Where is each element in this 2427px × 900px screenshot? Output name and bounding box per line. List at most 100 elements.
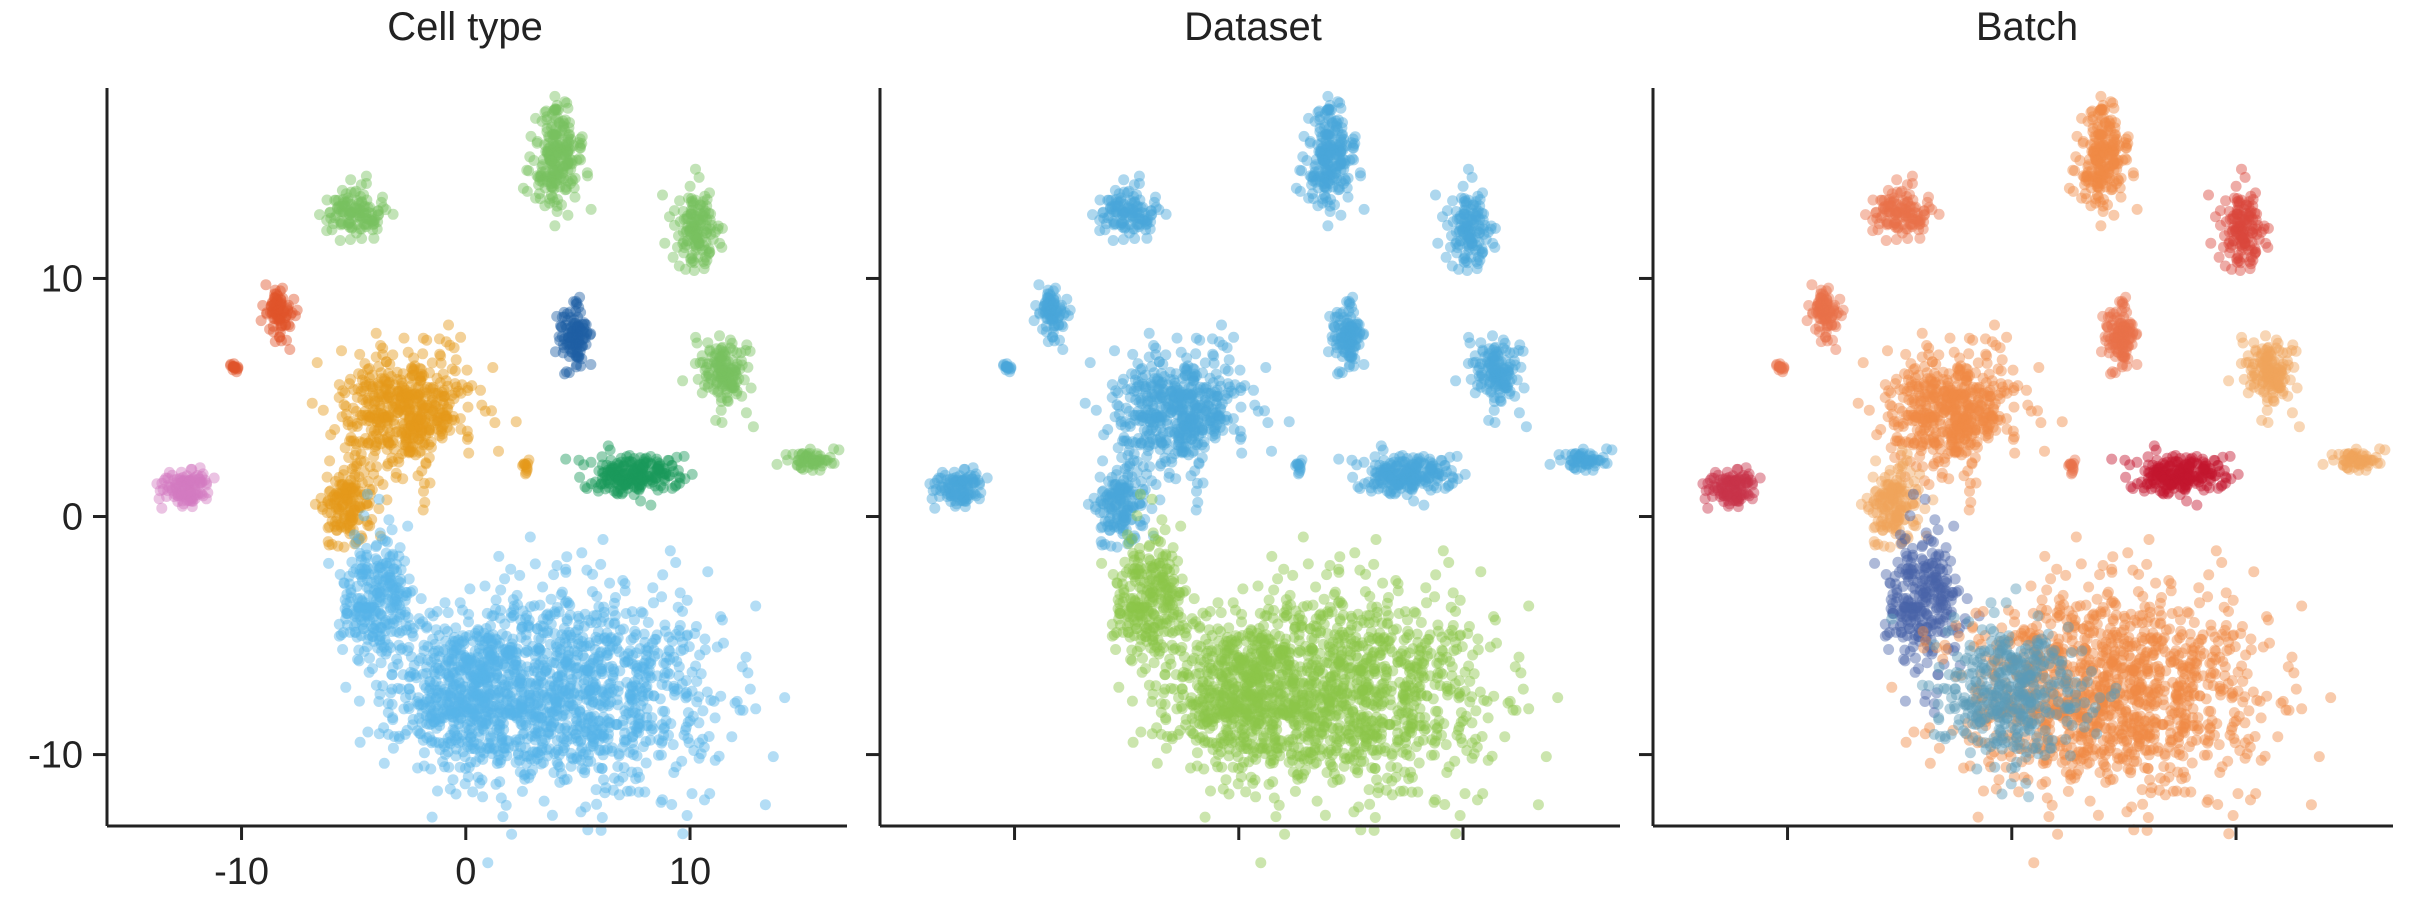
point-top-center <box>1294 185 1306 197</box>
point-top-left <box>329 194 341 206</box>
point-right-upper <box>685 229 697 241</box>
point-orange-top <box>373 361 385 373</box>
y-tick-label: 0 <box>62 497 83 539</box>
point-left-red <box>1028 315 1040 327</box>
point-blue-body <box>610 592 621 603</box>
point-top-center <box>565 178 576 190</box>
point-center-dark <box>1324 310 1336 322</box>
point-left-red <box>270 292 282 304</box>
point-top-left <box>354 223 366 235</box>
point-top-left <box>366 215 378 227</box>
point-left-red <box>1033 279 1045 291</box>
point-top-center <box>547 135 559 147</box>
point-right-mid <box>736 359 748 371</box>
point-top-left <box>337 206 349 218</box>
point-right-upper <box>709 226 721 238</box>
point-left-red <box>267 296 278 308</box>
point-top-left <box>375 196 387 208</box>
point-blue-belly <box>516 683 528 695</box>
point-right-upper <box>682 210 693 222</box>
point-blue-body <box>495 584 507 596</box>
point-center-dark <box>556 330 568 342</box>
point-left-red <box>283 319 295 331</box>
point-green-island <box>1347 471 1359 483</box>
point-top-center <box>581 167 593 179</box>
point-right-upper <box>693 240 705 252</box>
point-top-center <box>552 112 563 124</box>
point-top-center <box>544 141 556 153</box>
point-right-upper <box>695 217 707 229</box>
point-top-center <box>552 194 564 205</box>
point-blue-body <box>663 644 675 656</box>
point-left-red-dot <box>231 366 243 378</box>
point-top-left <box>1097 207 1109 219</box>
point-top-left <box>353 197 365 209</box>
point-left-red <box>267 326 279 338</box>
point-top-center <box>539 106 551 118</box>
point-top-left <box>355 179 367 191</box>
point-blue-neck <box>323 557 335 569</box>
point-blue-belly <box>482 653 494 665</box>
point-top-center <box>547 128 559 140</box>
point-right-upper <box>699 190 711 202</box>
point-blue-body <box>715 690 727 702</box>
point-right-mid <box>1520 421 1532 433</box>
point-blue-body <box>694 649 706 661</box>
point-right-upper <box>699 251 711 263</box>
point-blue-body <box>595 558 607 570</box>
point-top-center <box>541 111 553 123</box>
point-top-center <box>557 120 569 132</box>
point-top-left <box>342 195 354 207</box>
point-center-dark <box>570 324 582 336</box>
point-right-upper <box>689 257 701 269</box>
point-center-dark <box>571 321 583 333</box>
point-blue-body <box>597 534 609 545</box>
point-top-center <box>576 131 588 143</box>
point-right-upper <box>704 246 716 258</box>
point-top-center <box>551 149 563 161</box>
point-top-center <box>556 144 568 156</box>
point-center-dark <box>574 323 586 335</box>
point-top-center <box>575 142 586 154</box>
point-blue-belly <box>387 712 399 724</box>
point-top-center <box>556 125 568 136</box>
point-blue-belly <box>418 645 430 657</box>
point-right-upper <box>716 222 728 234</box>
point-center-dark <box>1353 339 1365 350</box>
point-top-center <box>573 137 584 149</box>
point-top-center <box>561 147 573 159</box>
point-blue-body <box>726 731 738 743</box>
point-top-center <box>563 122 575 134</box>
point-orange-top <box>449 378 461 390</box>
point-blue-neck <box>355 550 367 562</box>
point-top-left <box>368 232 380 244</box>
point-blue-body <box>666 799 678 810</box>
point-top-center <box>1329 199 1340 211</box>
point-far-right <box>808 454 820 466</box>
point-blue-body <box>711 641 723 653</box>
point-left-red <box>275 299 287 311</box>
point-top-center <box>574 139 586 151</box>
point-blue-body <box>560 566 572 578</box>
point-top-center <box>1318 155 1330 167</box>
point-left-red <box>272 295 283 307</box>
point-left-red <box>268 299 280 311</box>
point-blue-body <box>627 731 638 743</box>
point-center-dark <box>1337 323 1349 334</box>
point-top-left <box>371 223 383 235</box>
point-blue-body <box>607 784 619 796</box>
point-right-mid <box>747 421 759 433</box>
point-top-center <box>558 148 570 160</box>
point-top-center <box>556 168 568 179</box>
point-top-center <box>558 160 570 172</box>
point-center-dark <box>574 322 586 334</box>
point-right-upper <box>687 223 699 235</box>
point-orange-top <box>370 327 382 339</box>
point-right-upper <box>703 247 715 258</box>
point-orange-top <box>387 349 399 361</box>
point-center-dark <box>571 326 583 338</box>
point-top-left <box>324 206 336 218</box>
point-blue-belly <box>464 583 476 595</box>
point-center-dark <box>568 296 580 308</box>
point-blue-body <box>681 594 693 606</box>
